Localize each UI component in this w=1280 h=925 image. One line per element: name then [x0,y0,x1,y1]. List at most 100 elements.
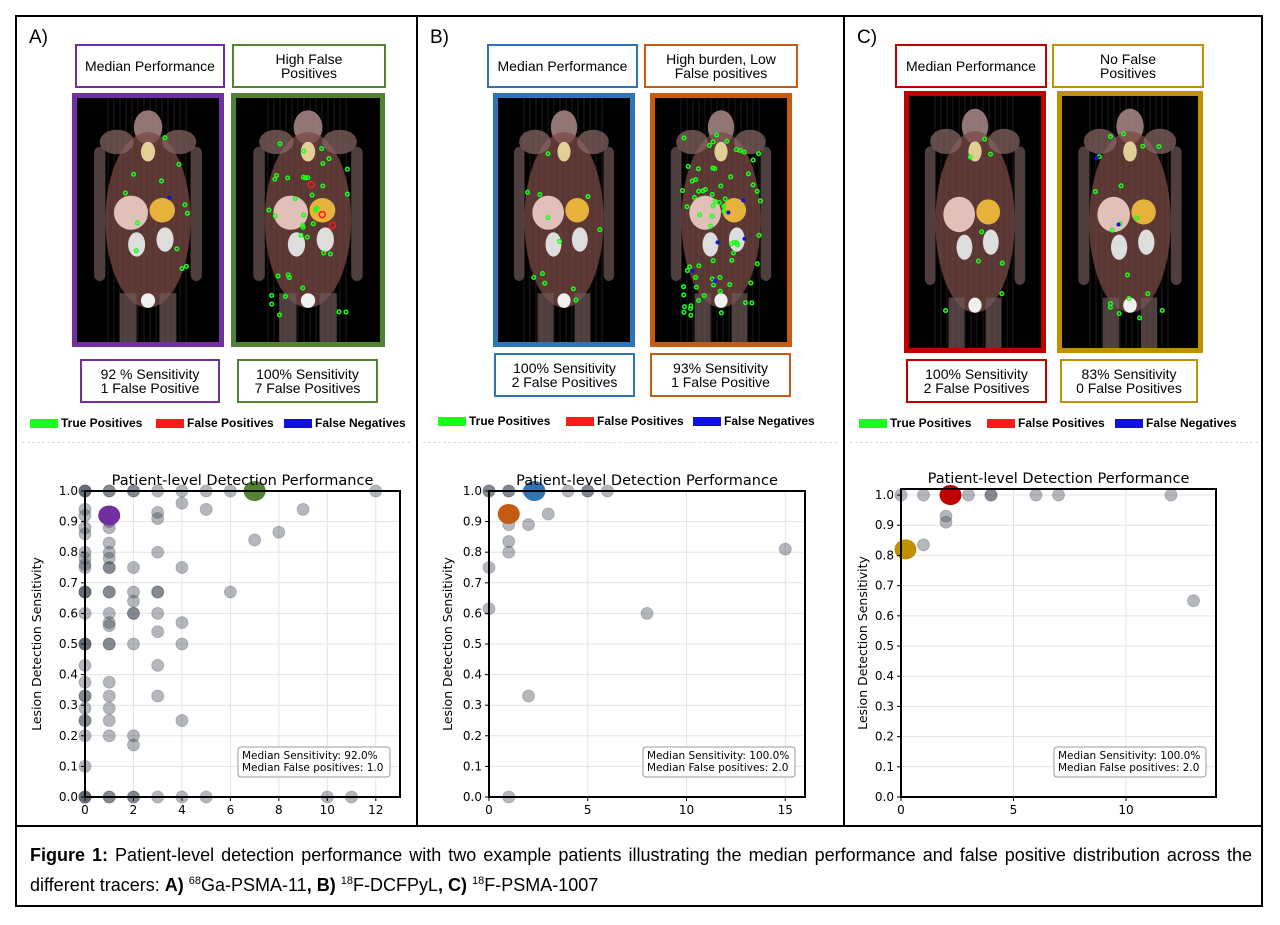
data-point [939,515,953,529]
pet-scan-image [650,93,792,347]
highlight-point [939,485,962,506]
data-point [1164,488,1178,502]
data-point [102,714,116,727]
y-tick-label: 0.3 [463,698,482,712]
y-tick-label: 1.0 [875,488,894,502]
data-point [502,534,516,548]
data-point [102,561,116,574]
data-point [962,488,975,502]
x-tick-label: 10 [679,803,694,816]
x-tick-label: 0 [81,803,89,816]
data-point [175,637,189,651]
y-tick-label: 0.6 [875,609,894,623]
caption-a-sup: 68 [188,875,201,887]
data-point [151,512,165,526]
false-negative-swatch [1115,418,1143,428]
figure-caption: Figure 1: Patient-level detection perfor… [30,845,1252,895]
legend-false-negatives: False Negatives [1115,416,1237,430]
data-point [984,488,998,502]
caption-a-text: Ga-PSMA-11 [201,875,307,895]
sensitivity-text: 92 % Sensitivity [100,366,200,382]
plot-frame [900,488,1217,798]
highlight-point [497,503,520,524]
x-tick-label: 10 [1118,803,1133,816]
patient-stats: 83% Sensitivity 0 False Positives [1060,359,1198,403]
false-positive-swatch [156,418,184,428]
data-point [126,585,140,599]
y-tick-label: 0.9 [875,518,894,532]
panel-divider-1 [416,15,418,827]
data-point [151,625,165,639]
legend-false-negatives: False Negatives [284,416,406,430]
y-tick-label: 0.8 [463,545,482,559]
data-point [151,606,165,620]
separator [850,442,1258,443]
y-tick-label: 0.4 [59,668,78,682]
caption-c-sup: 18 [472,875,485,887]
y-tick-label: 0.1 [59,759,78,773]
data-point [151,585,165,599]
y-tick-label: 0.1 [463,759,482,773]
data-point [778,542,792,556]
data-point [102,619,116,633]
data-point [102,616,116,630]
x-tick-label: 8 [275,803,283,816]
panel-letter: B) [430,27,449,48]
legend-label: False Positives [187,416,274,430]
y-tick-label: 0.7 [59,576,78,590]
summary-text: Median False positives: 2.0 [1058,762,1199,774]
legend-label: False Positives [1018,416,1105,430]
false-positive-text: 1 False Positive [100,380,200,396]
caption-c-text: F-PSMA-1007 [484,875,599,895]
legend-label: False Positives [597,414,684,428]
data-point [1187,594,1200,608]
y-tick-label: 0.5 [463,637,482,651]
data-point [102,637,116,651]
data-point [102,545,116,559]
legend-label: False Negatives [1146,416,1237,430]
legend-false-negatives: False Negatives [693,414,815,428]
panel-b: B) Median Performance High burden, Low F… [418,17,843,833]
y-tick-label: 0.2 [875,730,894,744]
data-point [1052,488,1065,502]
data-point [151,689,165,703]
patient-label: No False Positives [1052,44,1204,88]
legend-false-positives: False Positives [566,414,684,428]
y-tick-label: 0.9 [463,515,482,529]
data-point [1029,488,1043,502]
data-point [640,606,654,620]
legend-label: True Positives [469,414,551,428]
data-point [175,714,189,727]
legend-true-positives: True Positives [30,416,142,430]
y-tick-label: 0.6 [59,606,78,620]
caption-a-label: A) [164,875,184,895]
sensitivity-text: 100% Sensitivity [925,366,1028,382]
pet-scan-image [1057,91,1203,353]
y-tick-label: 0.7 [463,576,482,590]
data-point [151,585,165,599]
caption-divider [15,825,1263,827]
legend-false-positives: False Positives [156,416,274,430]
data-point [939,509,953,523]
data-point [151,505,165,519]
y-tick-label: 0.2 [59,729,78,743]
data-point [126,594,140,608]
data-point [102,606,116,620]
false-positive-swatch [987,418,1015,428]
panel-divider-2 [843,15,845,827]
data-point [151,658,165,672]
sensitivity-text: 100% Sensitivity [256,366,359,382]
data-point [126,729,140,743]
data-point [102,551,116,565]
data-point [102,585,116,599]
y-tick-label: 0.8 [59,545,78,559]
data-point [522,518,535,532]
false-positive-text: 2 False Positives [511,374,618,390]
y-tick-label: 1.0 [463,484,482,498]
data-point [126,637,140,651]
patient-label: High burden, Low False positives [644,44,798,88]
data-point [126,738,140,752]
data-point [175,561,189,574]
separator [22,442,410,443]
chart-svg: 0 5 10 0.0 0.1 0.2 0.3 0.4 0.5 0.6 0.7 0.8 0.9 1.0 Pat… [855,471,1217,833]
